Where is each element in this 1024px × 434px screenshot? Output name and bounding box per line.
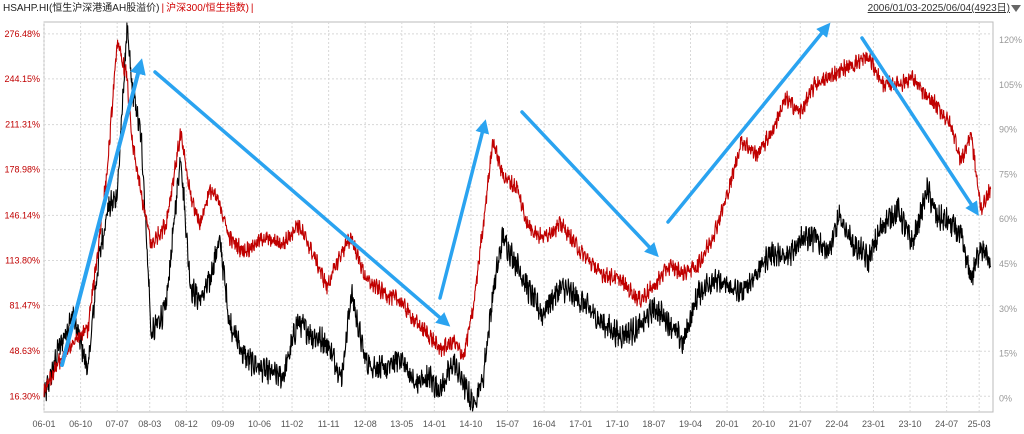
x-tick-label: 14-01 bbox=[423, 419, 446, 429]
x-tick-label: 11-11 bbox=[318, 419, 340, 429]
title-separator: | bbox=[161, 3, 165, 14]
x-tick-label: 23-01 bbox=[862, 419, 885, 429]
right-tick-label: 105% bbox=[999, 80, 1022, 90]
left-tick-label: 244.15% bbox=[4, 74, 40, 84]
right-tick-label: 30% bbox=[999, 304, 1017, 314]
left-tick-label: 211.31% bbox=[5, 120, 40, 130]
trend-arrow bbox=[860, 36, 979, 216]
x-tick-label: 07-07 bbox=[106, 419, 129, 429]
x-tick-label: 16-04 bbox=[533, 419, 556, 429]
x-tick-label: 17-10 bbox=[606, 419, 629, 429]
title-separator-2: | bbox=[250, 3, 254, 14]
trend-arrow bbox=[60, 58, 146, 367]
trend-arrow bbox=[153, 70, 451, 327]
right-tick-label: 90% bbox=[999, 125, 1017, 135]
left-tick-label: 276.48% bbox=[4, 29, 40, 39]
right-tick-label: 75% bbox=[999, 169, 1017, 179]
left-tick-label: 146.14% bbox=[4, 210, 40, 220]
grid bbox=[43, 21, 994, 413]
x-tick-label: 10-06 bbox=[248, 419, 271, 429]
left-tick-label: 16.30% bbox=[9, 391, 40, 401]
x-tick-label: 17-01 bbox=[569, 419, 592, 429]
right-tick-label: 60% bbox=[999, 214, 1017, 224]
x-tick-label: 11-02 bbox=[281, 419, 303, 429]
x-tick-label: 22-04 bbox=[825, 419, 848, 429]
plot-frame bbox=[43, 21, 994, 413]
x-tick-label: 23-10 bbox=[899, 419, 922, 429]
x-tick-label: 24-07 bbox=[935, 419, 958, 429]
right-tick-label: 120% bbox=[999, 35, 1022, 45]
x-tick-label: 08-12 bbox=[175, 419, 198, 429]
triangle-down-icon[interactable] bbox=[1011, 5, 1021, 12]
right-tick-label: 0% bbox=[999, 394, 1012, 404]
x-tick-label: 06-10 bbox=[69, 419, 92, 429]
x-tick-label: 20-10 bbox=[752, 419, 775, 429]
date-range-selector[interactable]: 2006/01/03-2025/06/04(4923日) bbox=[867, 3, 1010, 14]
x-tick-label: 21-07 bbox=[789, 419, 812, 429]
right-tick-label: 45% bbox=[999, 259, 1017, 269]
x-tick-label: 20-01 bbox=[716, 419, 739, 429]
series-title-hsahp: HSAHP.HI(恒生沪深港通AH股溢价) bbox=[3, 3, 160, 14]
trend-arrow bbox=[666, 22, 831, 224]
x-tick-label: 18-07 bbox=[642, 419, 665, 429]
series-line-hsahp bbox=[43, 22, 992, 412]
left-tick-label: 81.47% bbox=[9, 300, 40, 310]
series-title-hs300-hsi: 沪深300/恒生指数) bbox=[166, 3, 249, 14]
left-tick-label: 178.98% bbox=[4, 165, 40, 175]
x-tick-label: 25-03 bbox=[968, 419, 991, 429]
chart-title: HSAHP.HI(恒生沪深港通AH股溢价) | 沪深300/恒生指数) | bbox=[3, 0, 256, 18]
trend-arrow bbox=[438, 119, 490, 300]
x-tick-label: 09-09 bbox=[211, 419, 234, 429]
series-line-hs300-hsi bbox=[43, 39, 992, 398]
x-tick-label: 13-05 bbox=[390, 419, 413, 429]
x-tick-label: 15-07 bbox=[496, 419, 519, 429]
left-tick-label: 113.80% bbox=[5, 255, 40, 265]
left-tick-label: 48.63% bbox=[9, 346, 40, 356]
x-tick-label: 08-03 bbox=[138, 419, 161, 429]
chart-header: HSAHP.HI(恒生沪深港通AH股溢价) | 沪深300/恒生指数) | 2006/… bbox=[0, 0, 1024, 18]
series-group bbox=[43, 22, 992, 412]
x-tick-label: 19-04 bbox=[679, 419, 702, 429]
x-tick-label: 12-08 bbox=[354, 419, 377, 429]
axes: 276.48% 244.15% 211.31% 178.98% 146.14% 113.8… bbox=[4, 29, 1022, 429]
x-tick-label: 06-01 bbox=[32, 419, 55, 429]
trend-arrow bbox=[520, 110, 659, 258]
x-tick-label: 14-10 bbox=[459, 419, 482, 429]
right-tick-label: 15% bbox=[999, 349, 1017, 359]
trend-arrows bbox=[60, 22, 979, 367]
